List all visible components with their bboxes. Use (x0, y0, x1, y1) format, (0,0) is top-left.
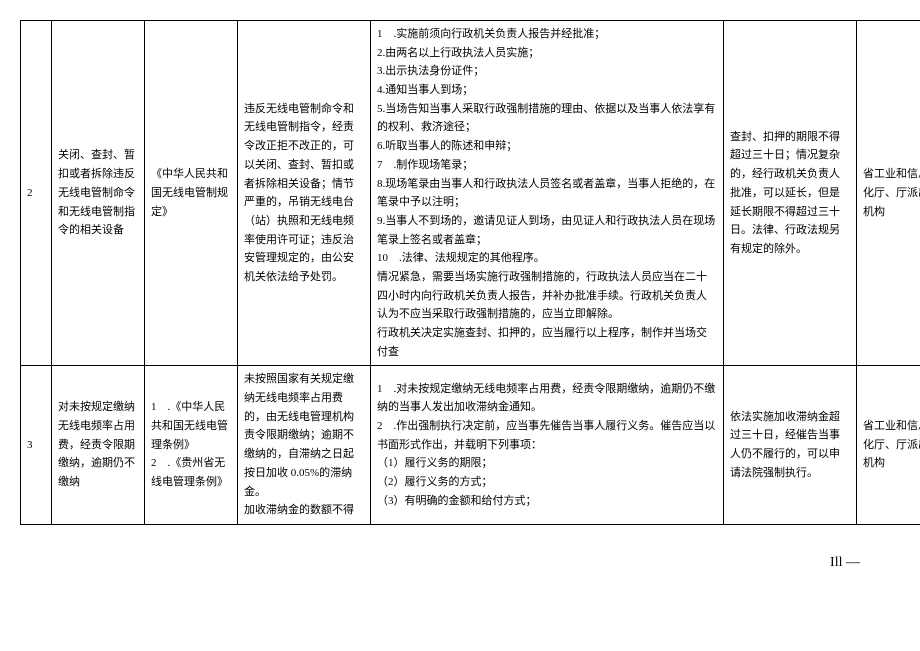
condition: 违反无线电管制命令和无线电管制指令，经责令改正拒不改正的，可以关闭、查封、暂扣或… (238, 21, 371, 366)
item-name: 对未按规定缴纳无线电频率占用费，经责令限期缴纳，逾期仍不缴纳 (52, 366, 145, 525)
row-number: 2 (21, 21, 52, 366)
row-number: 3 (21, 366, 52, 525)
responsibility: 依法实施加收滞纳金超过三十日，经催告当事人仍不履行的，可以申请法院强制执行。 (724, 366, 857, 525)
regulation-table: 2 关闭、查封、暂扣或者拆除违反无线电管制命令和无线电管制指令的相关设备 《中华… (20, 20, 920, 525)
legal-basis: 1 .《中华人民共和国无线电管理条例》 2 .《贵州省无线电管理条例》 (145, 366, 238, 525)
procedure: 1 .对未按规定缴纳无线电频率占用费，经责令限期缴纳，逾期仍不缴纳的当事人发出加… (371, 366, 724, 525)
procedure: 1 .实施前须向行政机关负责人报告并经批准； 2.由两名以上行政执法人员实施； … (371, 21, 724, 366)
condition: 未按照国家有关规定缴纳无线电频率占用费的，由无线电管理机构责令限期缴纳；逾期不缴… (238, 366, 371, 525)
page-number: Ill — (20, 555, 860, 571)
table-row: 3 对未按规定缴纳无线电频率占用费，经责令限期缴纳，逾期仍不缴纳 1 .《中华人… (21, 366, 920, 525)
legal-basis: 《中华人民共和国无线电管制规定》 (145, 21, 238, 366)
responsibility: 查封、扣押的期限不得超过三十日；情况复杂的，经行政机关负责人批准，可以延长，但是… (724, 21, 857, 366)
item-name: 关闭、查封、暂扣或者拆除违反无线电管制命令和无线电管制指令的相关设备 (52, 21, 145, 366)
department: 省工业和信息化厅、厅派出机构 (857, 366, 920, 525)
table-row: 2 关闭、查封、暂扣或者拆除违反无线电管制命令和无线电管制指令的相关设备 《中华… (21, 21, 920, 366)
department: 省工业和信息化厅、厅派出机构 (857, 21, 920, 366)
